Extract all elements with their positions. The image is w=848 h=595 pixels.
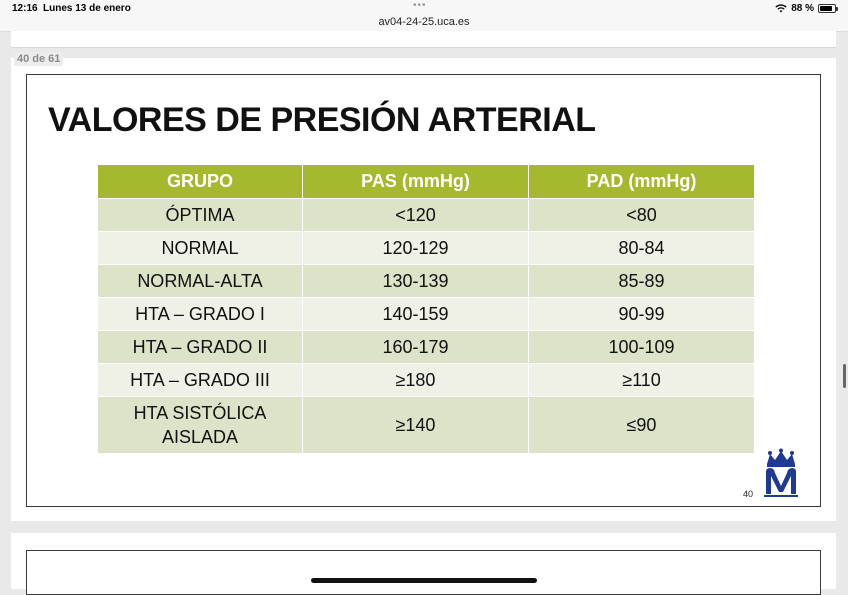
cell-grupo: HTA SISTÓLICA AISLADA [97, 396, 303, 454]
cell-pad: ≥110 [528, 363, 755, 397]
cell-grupo: HTA – GRADO II [97, 330, 303, 364]
status-date: Lunes 13 de enero [43, 3, 131, 14]
cell-pad: <80 [528, 198, 755, 232]
next-slide [26, 550, 821, 595]
table-row: HTA SISTÓLICA AISLADA ≥140 ≤90 [97, 396, 755, 454]
table-row: HTA – GRADO I 140-159 90-99 [97, 297, 755, 331]
wifi-icon [775, 4, 787, 13]
cell-pas: 160-179 [302, 330, 529, 364]
scrollbar-thumb[interactable] [843, 364, 846, 388]
table-row: NORMAL 120-129 80-84 [97, 231, 755, 265]
cell-pas: ≥180 [302, 363, 529, 397]
status-time: 12:16 [12, 3, 38, 14]
header-pas: PAS (mmHg) [302, 164, 529, 199]
header-pad: PAD (mmHg) [528, 164, 755, 199]
status-indicators: 88 % [775, 3, 838, 14]
table-row: ÓPTIMA <120 <80 [97, 198, 755, 232]
home-indicator[interactable] [311, 578, 537, 583]
address-bar-url[interactable]: av04-24-25.uca.es [378, 16, 470, 28]
more-dots-icon[interactable]: ••• [413, 0, 427, 11]
header-grupo: GRUPO [97, 164, 303, 199]
cell-grupo: ÓPTIMA [97, 198, 303, 232]
table-header-row: GRUPO PAS (mmHg) PAD (mmHg) [97, 164, 755, 199]
cell-pas: 130-139 [302, 264, 529, 298]
cell-grupo: HTA – GRADO III [97, 363, 303, 397]
slide-number: 40 [743, 489, 754, 499]
cell-pas: 140-159 [302, 297, 529, 331]
cell-pas: ≥140 [302, 396, 529, 454]
crown-logo-icon [764, 448, 798, 497]
cell-pas: <120 [302, 198, 529, 232]
blood-pressure-table: GRUPO PAS (mmHg) PAD (mmHg) ÓPTIMA <120 … [97, 164, 755, 454]
status-bar: 12:16 Lunes 13 de enero ••• av04-24-25.u… [0, 0, 848, 32]
table-row: NORMAL-ALTA 130-139 85-89 [97, 264, 755, 298]
slide: VALORES DE PRESIÓN ARTERIAL GRUPO PAS (m… [26, 74, 821, 507]
cell-pad: 90-99 [528, 297, 755, 331]
cell-pas: 120-129 [302, 231, 529, 265]
cell-pad: 80-84 [528, 231, 755, 265]
page-indicator: 40 de 61 [14, 52, 64, 66]
table-row: HTA – GRADO II 160-179 100-109 [97, 330, 755, 364]
battery-icon [818, 4, 838, 13]
slide-title: VALORES DE PRESIÓN ARTERIAL [48, 101, 596, 139]
cell-pad: ≤90 [528, 396, 755, 454]
battery-percent: 88 % [791, 3, 814, 14]
cell-grupo: NORMAL-ALTA [97, 264, 303, 298]
table-row: HTA – GRADO III ≥180 ≥110 [97, 363, 755, 397]
cell-pad: 85-89 [528, 264, 755, 298]
cell-pad: 100-109 [528, 330, 755, 364]
cell-grupo: NORMAL [97, 231, 303, 265]
previous-page[interactable] [11, 31, 836, 48]
cell-grupo: HTA – GRADO I [97, 297, 303, 331]
